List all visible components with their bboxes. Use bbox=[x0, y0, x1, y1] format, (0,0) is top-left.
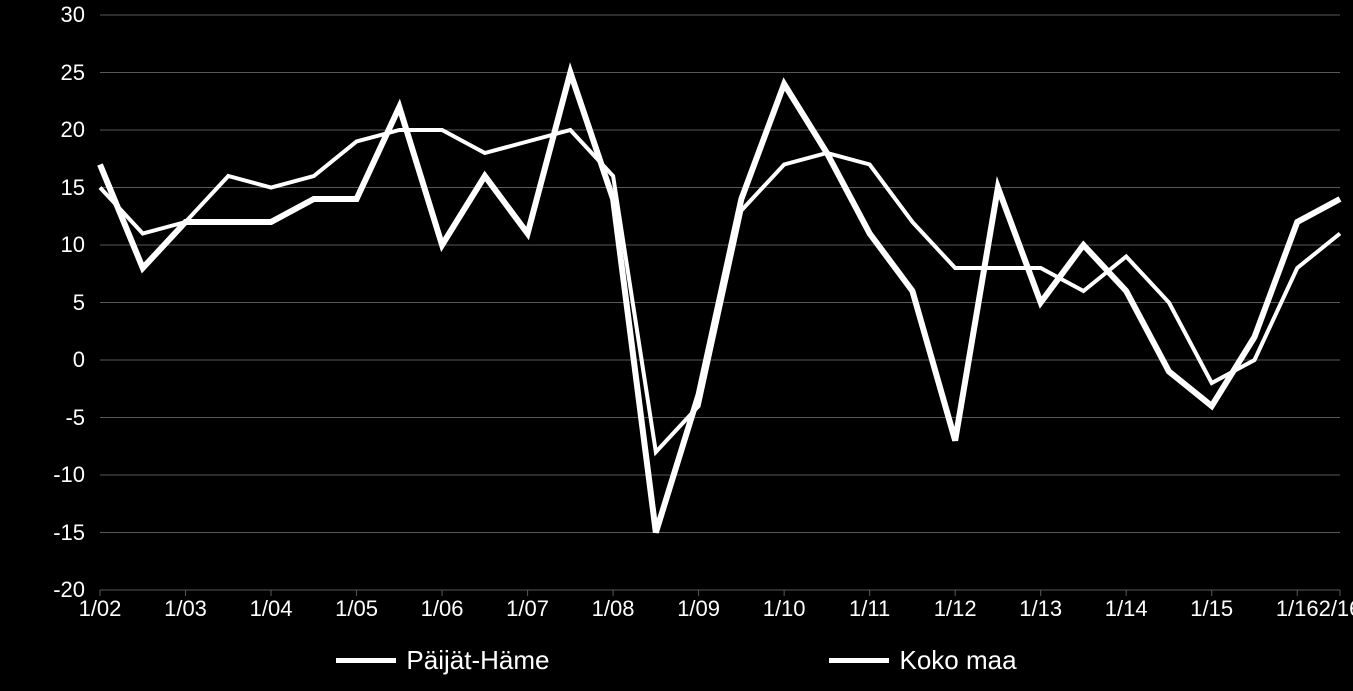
y-tick-label: 30 bbox=[61, 4, 85, 26]
legend-swatch bbox=[829, 658, 889, 663]
legend: Päijät-Häme Koko maa bbox=[0, 640, 1353, 680]
y-tick-label: -10 bbox=[53, 464, 85, 486]
x-tick-label: 1/13 bbox=[1019, 598, 1062, 620]
chart-svg bbox=[0, 0, 1353, 691]
x-tick-label: 1/15 bbox=[1190, 598, 1233, 620]
y-tick-label: 20 bbox=[61, 119, 85, 141]
y-tick-label: -15 bbox=[53, 522, 85, 544]
x-tick-label: 1/04 bbox=[250, 598, 293, 620]
y-tick-label: 25 bbox=[61, 62, 85, 84]
x-tick-label: 1/11 bbox=[849, 598, 890, 620]
x-tick-label: 1/09 bbox=[677, 598, 720, 620]
line-chart: Päijät-Häme Koko maa -20-15-10-505101520… bbox=[0, 0, 1353, 691]
x-tick-label: 1/06 bbox=[421, 598, 464, 620]
x-tick-label: 1/02 bbox=[79, 598, 122, 620]
x-tick-label: 1/08 bbox=[592, 598, 635, 620]
y-tick-label: -5 bbox=[65, 407, 85, 429]
x-tick-label: 1/05 bbox=[335, 598, 378, 620]
x-tick-label: 2/16 bbox=[1319, 598, 1353, 620]
y-tick-label: 15 bbox=[61, 177, 85, 199]
y-tick-label: 10 bbox=[61, 234, 85, 256]
legend-swatch bbox=[336, 658, 396, 663]
legend-item: Päijät-Häme bbox=[336, 645, 549, 676]
x-tick-label: 1/07 bbox=[506, 598, 549, 620]
x-tick-label: 1/03 bbox=[164, 598, 207, 620]
legend-label: Koko maa bbox=[899, 645, 1016, 676]
x-tick-label: 1/16 bbox=[1276, 598, 1319, 620]
x-tick-label: 1/14 bbox=[1105, 598, 1148, 620]
legend-item: Koko maa bbox=[829, 645, 1016, 676]
legend-label: Päijät-Häme bbox=[406, 645, 549, 676]
x-tick-label: 1/12 bbox=[934, 598, 977, 620]
y-tick-label: 0 bbox=[73, 349, 85, 371]
x-tick-label: 1/10 bbox=[763, 598, 806, 620]
y-tick-label: 5 bbox=[73, 292, 85, 314]
